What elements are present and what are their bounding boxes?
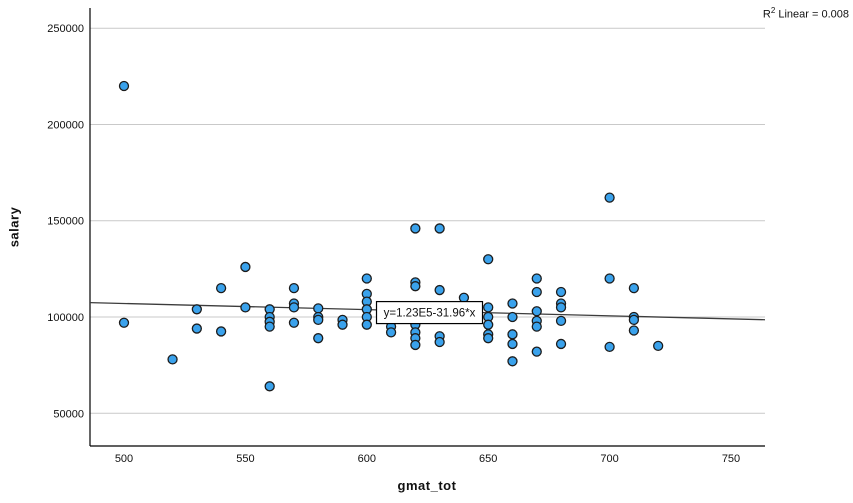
scatter-point[interactable] [604, 192, 615, 203]
scatter-point[interactable] [555, 286, 567, 298]
scatter-point[interactable] [167, 354, 178, 365]
scatter-point[interactable] [507, 356, 518, 367]
y-tick-label: 50000 [53, 408, 84, 420]
y-tick-label: 250000 [47, 23, 84, 35]
y-tick-label: 150000 [47, 216, 84, 228]
r-squared-rest: Linear = 0.008 [775, 8, 849, 21]
r-squared-sup: 2 [770, 6, 776, 15]
r-squared-base: R [762, 8, 771, 21]
scatter-point[interactable] [653, 340, 664, 352]
scatter-point[interactable] [531, 273, 542, 284]
scatter-point[interactable] [410, 281, 421, 292]
scatter-point[interactable] [483, 302, 494, 313]
scatter-point[interactable] [604, 341, 615, 352]
x-tick-label: 700 [600, 453, 618, 465]
x-tick-label: 550 [236, 453, 254, 465]
scatter-point[interactable] [264, 321, 275, 332]
y-tick-label: 200000 [47, 119, 84, 131]
scatter-point[interactable] [531, 346, 542, 357]
scatter-point[interactable] [361, 319, 372, 330]
scatter-point[interactable] [555, 302, 567, 313]
scatter-point[interactable] [337, 319, 348, 330]
x-axis-title: gmat_tot [397, 478, 457, 493]
scatter-point[interactable] [531, 306, 542, 317]
scatter-point[interactable] [313, 333, 324, 344]
x-tick-label: 750 [722, 453, 740, 465]
y-axis-title: salary [6, 206, 22, 248]
scatter-point[interactable] [264, 381, 275, 392]
scatter-point[interactable] [118, 317, 130, 328]
scatter-point[interactable] [191, 304, 202, 315]
scatter-point[interactable] [483, 319, 494, 330]
y-tick-label: 100000 [47, 312, 84, 324]
scatter-point[interactable] [288, 302, 300, 313]
scatter-point[interactable] [555, 315, 567, 327]
scatter-point[interactable] [191, 323, 202, 334]
scatter-point[interactable] [628, 282, 640, 294]
scatter-point[interactable] [288, 282, 300, 294]
r-squared-label: R2 Linear = 0.008 [763, 6, 849, 21]
scatter-point[interactable] [215, 326, 227, 337]
scatter-point[interactable] [483, 254, 494, 265]
equation-box[interactable] [375, 300, 484, 325]
scatter-point[interactable] [288, 317, 300, 328]
scatter-point[interactable] [604, 273, 615, 284]
scatter-point[interactable] [118, 80, 130, 92]
equation-text: y=1.23E5-31.96*x [384, 308, 476, 320]
scatter-point[interactable] [313, 314, 324, 326]
scatter-point[interactable] [313, 303, 324, 314]
scatter-point[interactable] [531, 286, 542, 298]
scatter-point[interactable] [410, 223, 421, 234]
scatter-point[interactable] [507, 298, 518, 309]
x-tick-label: 500 [115, 453, 133, 465]
scatter-point[interactable] [507, 338, 518, 350]
scatter-point[interactable] [458, 292, 470, 303]
scatter-point[interactable] [628, 325, 640, 336]
scatter-point[interactable] [410, 339, 421, 351]
scatter-point[interactable] [361, 273, 372, 284]
scatter-point[interactable] [434, 336, 445, 348]
x-tick-label: 650 [479, 453, 497, 465]
scatter-point[interactable] [507, 311, 518, 323]
scatter-point[interactable] [434, 284, 445, 296]
x-tick-label: 600 [358, 453, 376, 465]
scatter-point[interactable] [531, 321, 542, 332]
scatter-point[interactable] [434, 223, 445, 234]
scatter-point[interactable] [507, 329, 518, 340]
scatter-point[interactable] [240, 261, 251, 273]
scatter-point[interactable] [555, 338, 567, 350]
scatter-point[interactable] [240, 302, 251, 313]
scatter-point[interactable] [483, 333, 494, 344]
scatter-point[interactable] [385, 327, 397, 338]
scatter-point[interactable] [628, 314, 640, 326]
scatter-point[interactable] [215, 282, 227, 294]
